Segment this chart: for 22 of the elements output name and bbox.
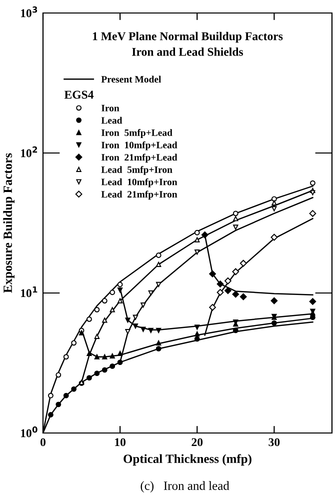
legend-label: Iron 5mfp+Lead	[102, 129, 172, 138]
y-tick-label: 10$^{1}$	[21, 286, 38, 298]
y-tick-label: 10$^{2}$	[21, 146, 38, 158]
text: (c) Iron and lead	[140, 481, 230, 492]
legend-title: EGS4	[64, 90, 94, 99]
legend-label: Present Model	[101, 76, 162, 83]
text: 1 MeV Plane Normal Buildup Factors Iron and Lead Shields	[92, 32, 283, 56]
x-tick-label: 10	[115, 438, 126, 446]
legend-label: Lead 21mfp+Iron	[101, 190, 178, 200]
x-tick-label: 20	[192, 438, 203, 446]
x-tick-label: 0	[40, 438, 46, 446]
y-tick-label: 10$^{3}$	[21, 6, 38, 18]
legend-label: Lead	[101, 116, 122, 124]
legend-label: Iron 21mfp+Lead	[102, 154, 178, 163]
y-axis-title: Exposure Buildup Factors	[3, 153, 15, 293]
x-axis-title: Optical Thickness (mfp)	[124, 454, 252, 466]
x-tick-label: 30	[268, 438, 280, 446]
legend-label: Lead 5mfp+Iron	[101, 166, 172, 175]
legend-label: Lead 10mfp+Iron	[101, 178, 178, 188]
legend-label: Iron	[102, 104, 120, 112]
y-tick-label: 10$^{0}$	[21, 426, 38, 438]
legend-label: Iron 10mfp+Lead	[102, 141, 178, 150]
